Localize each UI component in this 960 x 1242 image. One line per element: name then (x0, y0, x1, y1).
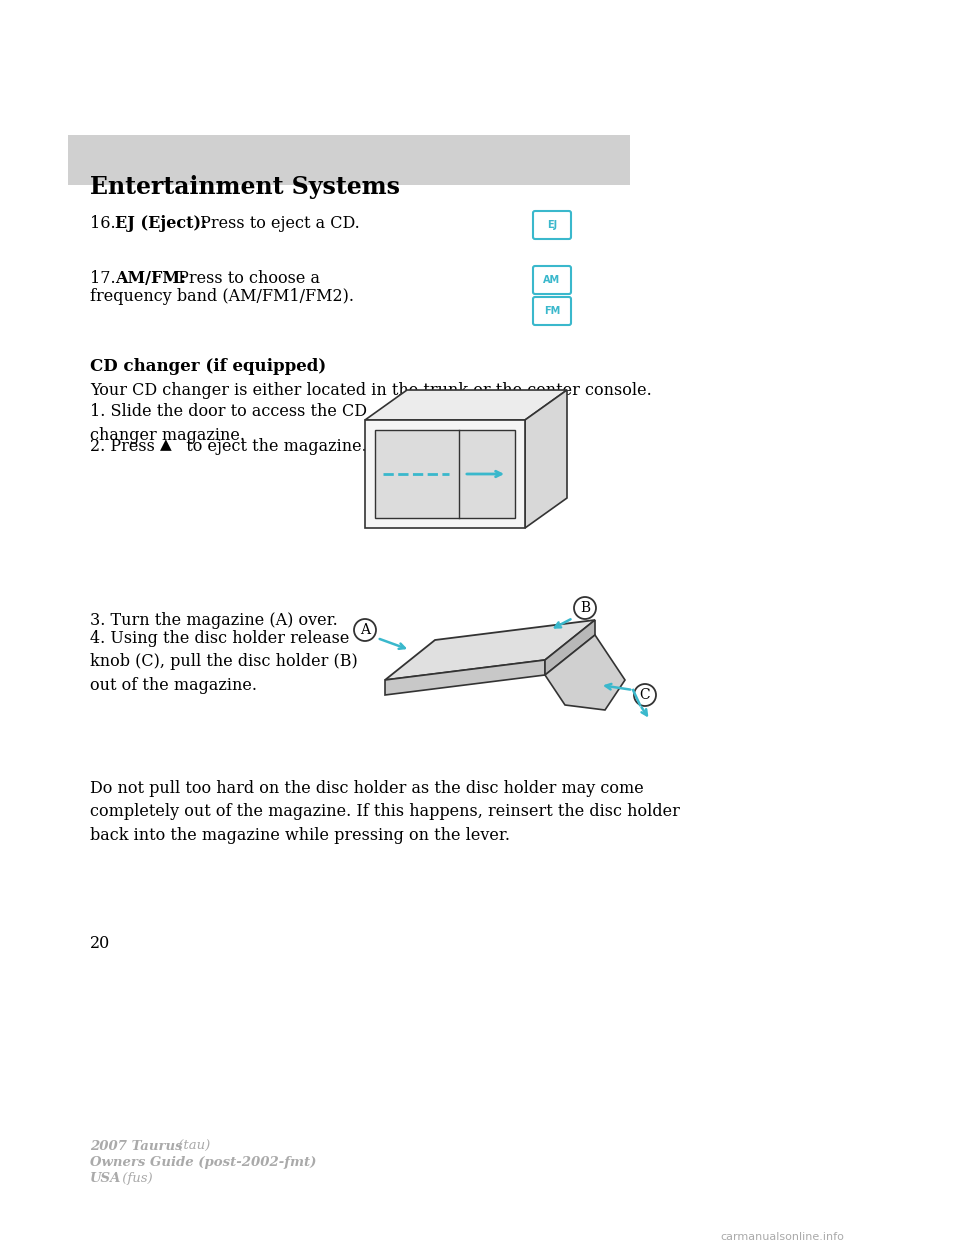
Polygon shape (385, 660, 545, 696)
Text: 2. Press: 2. Press (90, 438, 160, 455)
Polygon shape (385, 620, 595, 681)
Text: FM: FM (544, 306, 560, 315)
Text: EJ: EJ (547, 220, 557, 230)
Polygon shape (525, 390, 567, 528)
FancyBboxPatch shape (533, 266, 571, 294)
Text: Entertainment Systems: Entertainment Systems (90, 175, 400, 199)
Text: 3. Turn the magazine (A) over.: 3. Turn the magazine (A) over. (90, 612, 338, 628)
Text: Press to eject a CD.: Press to eject a CD. (195, 215, 360, 232)
Polygon shape (545, 635, 625, 710)
Circle shape (574, 597, 596, 619)
FancyBboxPatch shape (533, 211, 571, 238)
Bar (68, 135, 630, 185)
Text: Your CD changer is either located in the trunk or the center console.: Your CD changer is either located in the… (90, 383, 652, 399)
Text: CD changer (if equipped): CD changer (if equipped) (90, 358, 326, 375)
Text: C: C (639, 688, 650, 702)
Text: 20: 20 (90, 935, 110, 953)
Text: 1. Slide the door to access the CD
changer magazine.: 1. Slide the door to access the CD chang… (90, 402, 367, 443)
Text: 4. Using the disc holder release
knob (C), pull the disc holder (B)
out of the m: 4. Using the disc holder release knob (C… (90, 630, 358, 694)
Text: 17.: 17. (90, 270, 121, 287)
FancyBboxPatch shape (533, 297, 571, 325)
Text: B: B (580, 601, 590, 615)
Text: Do not pull too hard on the disc holder as the disc holder may come
completely o: Do not pull too hard on the disc holder … (90, 780, 680, 845)
Polygon shape (545, 620, 595, 674)
Text: 16.: 16. (90, 215, 121, 232)
Text: (fus): (fus) (118, 1172, 153, 1185)
Text: ▲: ▲ (160, 437, 172, 452)
Polygon shape (365, 390, 567, 420)
Text: frequency band (AM/FM1/FM2).: frequency band (AM/FM1/FM2). (90, 288, 354, 306)
Text: Press to choose a: Press to choose a (173, 270, 320, 287)
Text: USA: USA (90, 1172, 121, 1185)
Bar (375, 430, 515, 518)
Text: to eject the magazine.: to eject the magazine. (176, 438, 367, 455)
Text: EJ (Eject):: EJ (Eject): (115, 215, 207, 232)
Text: AM: AM (543, 274, 561, 284)
Text: A: A (360, 623, 370, 637)
Text: (tau): (tau) (174, 1140, 210, 1153)
Polygon shape (365, 420, 525, 528)
Text: AM/FM:: AM/FM: (115, 270, 186, 287)
Text: Owners Guide (post-2002-fmt): Owners Guide (post-2002-fmt) (90, 1156, 317, 1169)
Text: 2007 Taurus: 2007 Taurus (90, 1140, 182, 1153)
Circle shape (634, 684, 656, 705)
Text: carmanualsonline.info: carmanualsonline.info (720, 1232, 844, 1242)
Circle shape (354, 619, 376, 641)
